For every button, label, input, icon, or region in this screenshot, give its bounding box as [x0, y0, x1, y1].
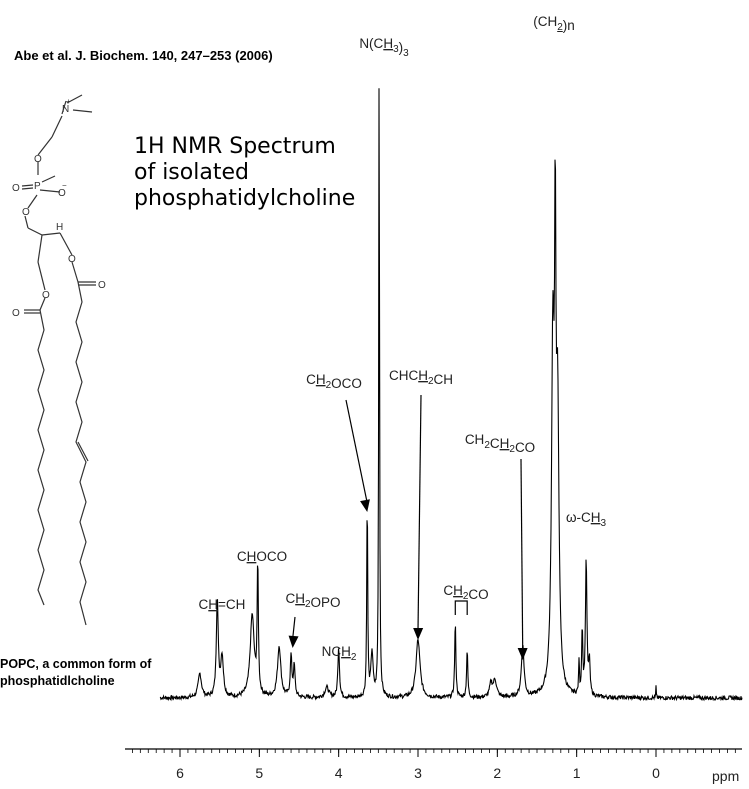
tick-label: 3 — [414, 765, 422, 781]
title-line: of isolated — [134, 160, 249, 185]
atom-label: O — [12, 308, 20, 319]
peak-arrow-ch2opo — [292, 616, 296, 640]
arrow-head-chch2ch — [413, 627, 424, 640]
peak-label-chch2ch: CHCH2CH — [389, 368, 453, 387]
atom-label: − — [62, 181, 67, 190]
peak-annotations: (CH2)n N(CH3)3 CH2OCO CHCH2CH CH2CH2CO ω-CH3 C… — [199, 14, 607, 663]
peak-label-nch2: NCH2 — [322, 644, 357, 663]
structure-caption: POPC, a common form of phosphatidlcholin… — [0, 656, 200, 690]
peak-label-chhoco: CHOCO — [237, 549, 287, 564]
peak-label-ch2n: (CH2)n — [533, 14, 575, 33]
atom-label: O — [58, 188, 66, 199]
major-ticks — [179, 749, 657, 757]
peak-label-ch2co: CH2CO — [443, 583, 488, 602]
arrow-head-ch2oco — [360, 499, 370, 512]
atom-label: O — [22, 207, 30, 218]
peak-label-omega: ω-CH3 — [566, 510, 607, 529]
x-axis: 6 5 4 3 2 1 0 ppm — [125, 748, 742, 784]
tick-labels: 6 5 4 3 2 1 0 — [176, 765, 660, 781]
atom-label: H — [56, 222, 63, 233]
atom-label: O — [42, 290, 50, 301]
tick-label: 4 — [335, 765, 343, 781]
atom-label: P — [34, 181, 41, 192]
atom-label: O — [68, 254, 76, 265]
peak-arrow-ch2oco — [345, 399, 368, 504]
title-line: phosphatidylcholine — [134, 186, 356, 211]
tick-label: 1 — [573, 765, 581, 781]
tick-label: 5 — [255, 765, 263, 781]
arrow-head-ch2opo — [288, 635, 299, 648]
atom-label: + — [66, 97, 71, 106]
citation: Abe et al. J. Biochem. 140, 247–253 (200… — [14, 48, 273, 63]
peak-label-ch2opo: CH2OPO — [285, 591, 340, 610]
tick-label: 2 — [493, 765, 501, 781]
atom-label: O — [98, 280, 106, 291]
popc-structure: N + O P O O O H O O O O − — [12, 94, 106, 626]
peak-arrow-chch2ch — [417, 394, 422, 632]
peak-label-chch: CH=CH — [199, 597, 246, 612]
atom-label: O — [12, 183, 20, 194]
atom-label: O — [34, 154, 42, 165]
minor-ticks — [131, 749, 736, 753]
peak-bracket-ch2co — [454, 600, 468, 615]
caption-line: phosphatidlcholine — [0, 674, 115, 688]
x-axis-label: ppm — [712, 768, 739, 784]
peak-label-nch3: N(CH3)3 — [359, 36, 409, 59]
title-line: 1H NMR Spectrum — [134, 134, 336, 159]
peak-arrow-ch2ch2co — [520, 458, 524, 652]
peak-label-ch2ch2co: CH2CH2CO — [465, 432, 535, 455]
caption-line: POPC, a common form of — [0, 657, 152, 671]
arrow-head-ch2ch2co — [517, 647, 528, 660]
tick-label: 0 — [652, 765, 660, 781]
atom-label: N — [62, 104, 69, 115]
tick-label: 6 — [176, 765, 184, 781]
page-title: 1H NMR Spectrum of isolated phosphatidyl… — [134, 134, 394, 212]
peak-label-ch2oco: CH2OCO — [306, 372, 362, 391]
spectrum-series-line — [159, 88, 743, 702]
